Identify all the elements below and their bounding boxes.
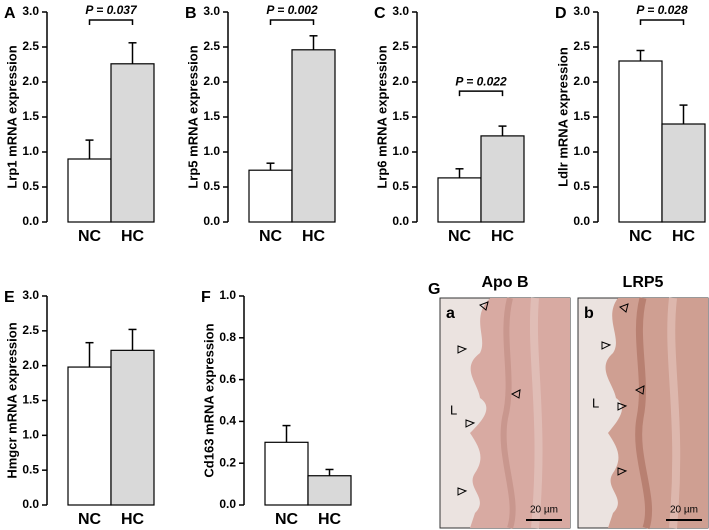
bar: [248, 169, 293, 223]
x-tick-label: NC: [448, 228, 472, 245]
y-tick-label: 1.0: [573, 144, 590, 158]
x-tick-label: NC: [259, 228, 283, 245]
y-tick-label: 0.8: [219, 330, 236, 344]
significance-label: P = 0.028: [636, 3, 688, 17]
panel-letter: G: [428, 281, 440, 298]
y-tick-label: 2.0: [22, 74, 39, 88]
y-tick-label: 1.0: [219, 288, 236, 302]
y-tick-label: 2.0: [203, 74, 220, 88]
lumen-label: L: [450, 402, 457, 417]
y-tick-label: 1.0: [203, 144, 220, 158]
y-tick-label: 0.5: [22, 462, 39, 476]
y-tick-label: 0.5: [203, 179, 220, 193]
y-tick-label: 2.0: [392, 74, 409, 88]
y-tick-label: 0.4: [219, 414, 236, 428]
x-tick-label: HC: [121, 228, 145, 245]
x-tick-label: HC: [491, 228, 515, 245]
micrograph: b L 20 µm: [577, 297, 709, 530]
y-tick-label: 3.0: [22, 4, 39, 18]
y-tick-label: 0.0: [22, 214, 39, 228]
x-tick-label: HC: [302, 228, 326, 245]
micrograph: a L 20 µm: [439, 297, 571, 529]
y-tick-label: 2.5: [573, 39, 590, 53]
y-tick-label: 1.5: [22, 393, 39, 407]
panel-letter: A: [4, 5, 16, 22]
y-tick-label: 1.0: [392, 144, 409, 158]
bar: [264, 441, 309, 506]
y-tick-label: 0.0: [573, 214, 590, 228]
panel-g: G Apo B LRP5 a L 20 µm b: [428, 274, 709, 530]
y-axis-label: Lrp1 mRNA expression: [4, 45, 19, 188]
panel-letter: E: [4, 289, 15, 306]
y-tick-label: 0.0: [219, 497, 236, 511]
significance-label: P = 0.002: [266, 3, 318, 17]
significance-label: P = 0.037: [85, 3, 138, 17]
image-label: a: [446, 305, 455, 322]
y-axis-label: Ldlr mRNA expression: [555, 47, 570, 187]
y-tick-label: 1.5: [392, 109, 409, 123]
bar: [67, 366, 112, 506]
x-tick-label: HC: [672, 228, 696, 245]
bar: [307, 475, 352, 506]
y-tick-label: 0.6: [219, 372, 236, 386]
y-tick-label: 0.0: [22, 497, 39, 511]
y-tick-label: 3.0: [392, 4, 409, 18]
y-tick-label: 0.5: [392, 179, 409, 193]
bar: [437, 177, 482, 223]
y-tick-label: 3.0: [573, 4, 590, 18]
y-axis-label: Cd163 mRNA expression: [201, 323, 216, 477]
image-title: Apo B: [481, 274, 528, 291]
bar: [618, 60, 663, 223]
y-axis-label: Hmgcr mRNA expression: [4, 322, 19, 478]
y-tick-label: 3.0: [203, 4, 220, 18]
y-tick-label: 1.5: [573, 109, 590, 123]
panel-letter: F: [201, 289, 211, 306]
bar: [480, 135, 525, 223]
scale-label: 20 µm: [530, 505, 558, 516]
bar: [291, 49, 336, 223]
panel-letter: D: [555, 5, 567, 22]
y-tick-label: 2.5: [22, 39, 39, 53]
y-tick-label: 2.0: [573, 74, 590, 88]
bar: [67, 158, 112, 223]
significance-bracket: [88, 19, 134, 25]
x-tick-label: HC: [318, 511, 342, 528]
panel-letter: C: [374, 5, 386, 22]
x-tick-label: HC: [121, 511, 145, 528]
y-tick-label: 1.5: [203, 109, 220, 123]
x-tick-label: NC: [275, 511, 299, 528]
lumen-label: L: [592, 395, 599, 410]
panel-letter: B: [185, 5, 197, 22]
y-tick-label: 0.2: [219, 455, 236, 469]
significance-bracket: [269, 19, 315, 25]
y-tick-label: 2.5: [22, 323, 39, 337]
x-tick-label: NC: [629, 228, 653, 245]
y-axis-label: Lrp5 mRNA expression: [185, 45, 200, 188]
y-tick-label: 0.0: [392, 214, 409, 228]
significance-label: P = 0.022: [455, 74, 507, 88]
bar: [110, 349, 155, 506]
x-tick-label: NC: [78, 228, 102, 245]
y-tick-label: 0.5: [573, 179, 590, 193]
image-label: b: [584, 305, 594, 322]
y-tick-label: 0.5: [22, 179, 39, 193]
bar: [110, 63, 155, 223]
y-tick-label: 3.0: [22, 288, 39, 302]
y-axis-label: Lrp6 mRNA expression: [374, 45, 389, 188]
image-title: LRP5: [623, 274, 664, 291]
x-tick-label: NC: [78, 511, 102, 528]
y-tick-label: 2.5: [392, 39, 409, 53]
bar: [661, 123, 706, 223]
significance-bracket: [639, 19, 685, 25]
scale-label: 20 µm: [670, 505, 698, 516]
y-tick-label: 1.5: [22, 109, 39, 123]
significance-bracket: [458, 90, 504, 97]
y-tick-label: 2.5: [203, 39, 220, 53]
y-tick-label: 2.0: [22, 358, 39, 372]
y-tick-label: 1.0: [22, 428, 39, 442]
y-tick-label: 1.0: [22, 144, 39, 158]
y-tick-label: 0.0: [203, 214, 220, 228]
